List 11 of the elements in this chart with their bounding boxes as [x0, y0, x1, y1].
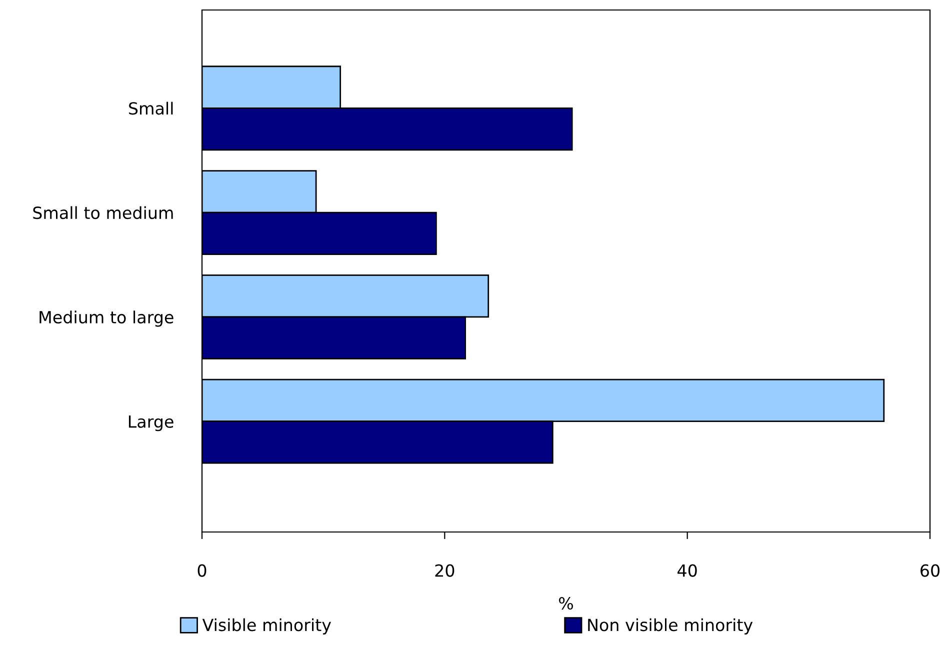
x-tick-label: 0 [198, 564, 206, 577]
legend-label: Non visible minority [588, 618, 753, 634]
y-tick-label: Medium to large [40, 310, 174, 327]
x-tick-label: 60 [920, 564, 940, 577]
legend-label: Visible minority [202, 618, 332, 634]
y-tick-label: Small [129, 102, 173, 115]
x-axis-title: % [559, 597, 573, 610]
x-tick-label: 40 [678, 564, 697, 577]
y-tick-label: Small to medium [33, 206, 173, 220]
x-tick-label: 20 [435, 564, 454, 577]
y-tick-label: Large [128, 416, 174, 432]
